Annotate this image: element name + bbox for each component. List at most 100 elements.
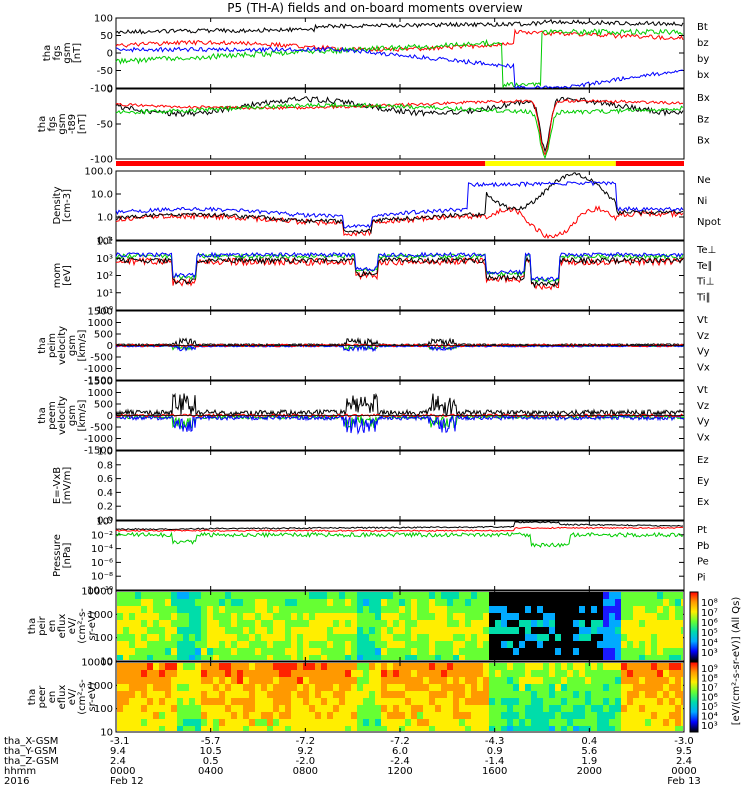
- heat-cell: [159, 684, 165, 691]
- heat-cell: [315, 691, 321, 698]
- heat-cell: [609, 634, 615, 641]
- heat-cell: [429, 606, 435, 613]
- heat-cell: [609, 684, 615, 691]
- heat-cell: [681, 698, 683, 705]
- heat-cell: [345, 670, 351, 677]
- heat-cell: [213, 726, 219, 731]
- heat-cell: [561, 648, 567, 655]
- heat-cell: [279, 620, 285, 627]
- heat-cell: [159, 712, 165, 719]
- heat-cell: [237, 705, 243, 712]
- heat-cell: [123, 691, 129, 698]
- heat-cell: [177, 691, 183, 698]
- heat-cell: [201, 592, 207, 599]
- y-axis-label: Density [cm-3]: [52, 186, 73, 224]
- x-tick-label: 2000: [577, 766, 602, 777]
- heat-cell: [129, 634, 135, 641]
- heat-cell: [237, 670, 243, 677]
- y-tick-label: 100: [94, 704, 113, 715]
- heat-cell: [357, 599, 363, 606]
- heat-cell: [549, 599, 555, 606]
- heat-cell: [663, 663, 669, 670]
- heat-cell: [363, 613, 369, 620]
- heat-cell: [279, 641, 285, 648]
- heat-cell: [117, 627, 123, 634]
- legend-vz: Vz: [697, 331, 709, 342]
- heat-cell: [525, 641, 531, 648]
- heat-cell: [543, 592, 549, 599]
- heat-cell: [543, 655, 549, 660]
- heat-cell: [483, 627, 489, 634]
- heat-cell: [255, 705, 261, 712]
- heat-cell: [675, 613, 681, 620]
- heat-cell: [381, 726, 387, 731]
- heat-cell: [471, 698, 477, 705]
- heat-cell: [525, 663, 531, 670]
- y-axis-label-line: sr-eV): [87, 611, 98, 640]
- heat-cell: [495, 726, 501, 731]
- heat-cell: [675, 648, 681, 655]
- heat-cell: [315, 592, 321, 599]
- heat-cell: [681, 670, 683, 677]
- heat-cell: [369, 627, 375, 634]
- heat-cell: [465, 648, 471, 655]
- heat-cell: [417, 698, 423, 705]
- heat-cell: [513, 627, 519, 634]
- heat-cell: [507, 663, 513, 670]
- heat-cell: [165, 592, 171, 599]
- heat-cell: [453, 684, 459, 691]
- heat-cell: [195, 606, 201, 613]
- heat-cell: [555, 698, 561, 705]
- heat-cell: [417, 691, 423, 698]
- heat-cell: [507, 620, 513, 627]
- heat-cell: [675, 606, 681, 613]
- heat-cell: [309, 634, 315, 641]
- heat-cell: [675, 691, 681, 698]
- heat-cell: [579, 620, 585, 627]
- y-tick-label: 10⁻⁴: [91, 544, 113, 555]
- heat-cell: [465, 705, 471, 712]
- legend-bz: Bz: [697, 114, 709, 125]
- heat-cell: [333, 613, 339, 620]
- heat-cell: [123, 726, 129, 731]
- heat-cell: [243, 726, 249, 731]
- heat-cell: [567, 627, 573, 634]
- heat-cell: [411, 648, 417, 655]
- heat-cell: [657, 655, 663, 660]
- heat-cell: [267, 606, 273, 613]
- heat-cell: [159, 620, 165, 627]
- heat-cell: [489, 677, 495, 684]
- heat-cell: [267, 698, 273, 705]
- x-row-label: tha_Y-GSM: [4, 746, 57, 757]
- heat-cell: [231, 620, 237, 627]
- heat-cell: [165, 634, 171, 641]
- heat-cell: [411, 691, 417, 698]
- heat-cell: [201, 648, 207, 655]
- heat-cell: [189, 705, 195, 712]
- heat-cell: [525, 606, 531, 613]
- heat-cell: [633, 648, 639, 655]
- heat-cell: [123, 627, 129, 634]
- y-axis-label-line: -t89: [67, 114, 78, 134]
- series-bt: [115, 18, 684, 35]
- heat-cell: [321, 599, 327, 606]
- heat-cell: [561, 655, 567, 660]
- heat-cell: [147, 663, 153, 670]
- heat-cell: [123, 712, 129, 719]
- heat-cell: [615, 620, 621, 627]
- heat-cell: [345, 627, 351, 634]
- heat-cell: [513, 677, 519, 684]
- heat-cell: [495, 663, 501, 670]
- heat-cell: [255, 712, 261, 719]
- heat-cell: [159, 641, 165, 648]
- heat-cell: [555, 606, 561, 613]
- heat-cell: [207, 613, 213, 620]
- heat-cell: [405, 698, 411, 705]
- x-tick-label: 2.4: [676, 756, 692, 767]
- heat-cell: [471, 634, 477, 641]
- heat-cell: [549, 719, 555, 726]
- heat-cell: [249, 620, 255, 627]
- heat-cell: [441, 726, 447, 731]
- heat-cell: [453, 641, 459, 648]
